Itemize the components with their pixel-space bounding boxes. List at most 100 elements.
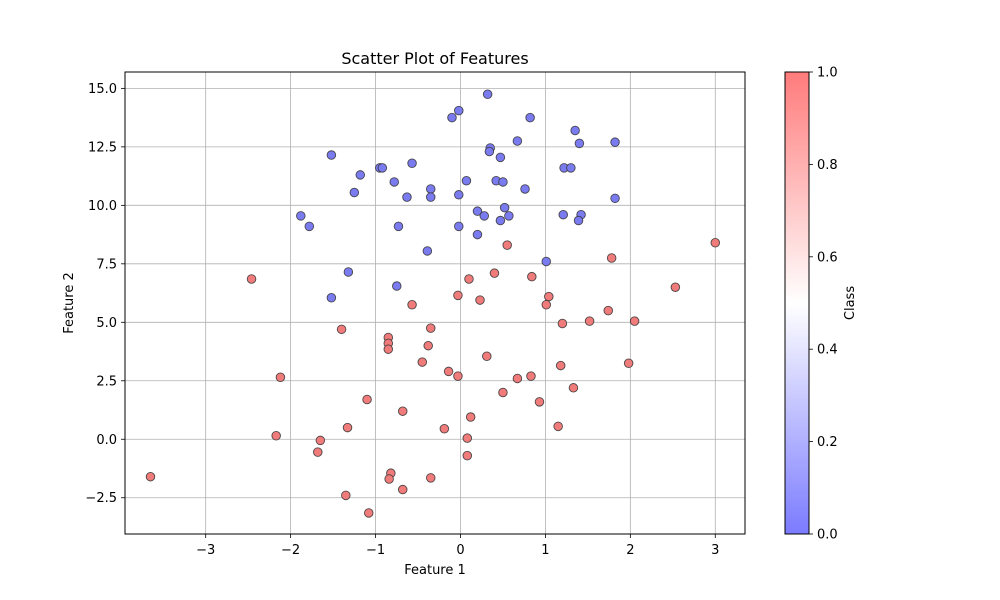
colorbar-tick-label: 0.2 <box>817 435 838 450</box>
scatter-point-class-1 <box>362 394 372 405</box>
scatter-point-class-1 <box>498 387 508 398</box>
scatter-point-class-1 <box>603 305 614 316</box>
x-tick-label: −3 <box>196 543 215 558</box>
scatter-point-class-1 <box>453 371 463 381</box>
scatter-point-class-1 <box>462 433 473 443</box>
scatter-point-class-1 <box>584 316 595 326</box>
scatter-point-class-1 <box>462 450 473 461</box>
scatter-point-class-1 <box>145 471 156 482</box>
x-tick-label: 3 <box>711 543 719 558</box>
scatter-point-class-0 <box>525 112 535 123</box>
scatter-point-class-0 <box>326 292 337 303</box>
scatter-point-class-0 <box>498 177 508 187</box>
y-axis-ticks: −2.5 0.0 2.5 5.0 7.5 10.0 12.5 15.0 <box>85 82 125 506</box>
scatter-point-class-1 <box>426 473 436 483</box>
scatter-point-class-0 <box>402 192 412 202</box>
scatter-point-class-1 <box>313 447 323 457</box>
y-tick-label: 2.5 <box>96 374 117 389</box>
scatter-point-class-1 <box>623 358 634 368</box>
scatter-point-class-1 <box>315 435 326 446</box>
scatter-point-class-1 <box>364 508 374 518</box>
scatter-point-class-0 <box>377 163 388 173</box>
scatter-point-class-0 <box>520 184 530 194</box>
scatter-point-class-1 <box>246 274 257 284</box>
scatter-point-class-0 <box>326 150 337 160</box>
scatter-point-class-1 <box>670 282 681 292</box>
colorbar-tick-label: 0.6 <box>817 250 838 265</box>
scatter-point-class-1 <box>568 383 579 393</box>
scatter-point-class-0 <box>484 146 495 157</box>
scatter-point-class-1 <box>453 290 463 301</box>
scatter-point-class-0 <box>499 202 510 213</box>
x-tick-label: 0 <box>456 543 464 558</box>
scatter-point-class-1 <box>407 300 417 310</box>
scatter-point-class-0 <box>610 193 620 204</box>
y-tick-label: −2.5 <box>85 491 117 506</box>
scatter-point-class-0 <box>392 281 402 291</box>
scatter-point-class-1 <box>423 340 433 351</box>
y-tick-label: 12.5 <box>88 140 117 155</box>
colorbar-tick-label: 0.4 <box>817 343 838 358</box>
scatter-point-class-1 <box>341 490 351 501</box>
scatter-point-class-1 <box>527 271 537 282</box>
scatter-point-class-0 <box>447 112 457 123</box>
scatter-point-class-0 <box>426 192 436 202</box>
data-points <box>145 89 721 518</box>
scatter-point-class-1 <box>606 253 617 263</box>
scatter-point-class-1 <box>526 371 536 381</box>
scatter-point-class-0 <box>349 187 360 198</box>
scatter-point-class-1 <box>544 291 554 302</box>
chart-title: Scatter Plot of Features <box>341 49 528 68</box>
colorbar-tick-label: 1.0 <box>817 66 838 81</box>
scatter-point-class-1 <box>710 238 721 248</box>
y-axis-label: Feature 2 <box>62 272 77 334</box>
scatter-point-class-0 <box>610 137 620 147</box>
scatter-point-class-0 <box>454 105 464 116</box>
scatter-point-class-1 <box>271 431 281 441</box>
scatter-point-class-0 <box>566 163 576 173</box>
x-tick-label: −2 <box>281 543 300 558</box>
scatter-point-class-1 <box>443 366 454 377</box>
scatter-point-class-0 <box>389 177 399 187</box>
scatter-point-class-0 <box>573 215 584 226</box>
plot-frame <box>124 71 746 535</box>
scatter-point-class-0 <box>504 211 514 221</box>
scatter-point-class-1 <box>629 316 640 326</box>
scatter-point-class-1 <box>439 423 450 434</box>
scatter-point-class-1 <box>465 412 476 422</box>
colorbar-tick-label: 0.8 <box>817 158 838 173</box>
scatter-point-class-1 <box>541 300 552 310</box>
scatter-point-class-0 <box>574 138 585 149</box>
scatter-point-class-0 <box>296 211 306 221</box>
scatter-point-class-1 <box>475 295 485 305</box>
colorbar-tick-label: 0.0 <box>817 528 838 543</box>
y-tick-label: 5.0 <box>96 316 117 331</box>
colorbar-label: Class <box>843 286 858 320</box>
scatter-point-class-0 <box>472 229 483 240</box>
scatter-point-class-1 <box>464 274 474 284</box>
scatter-point-class-0 <box>407 158 417 168</box>
x-axis-label: Feature 1 <box>404 563 466 578</box>
scatter-point-class-0 <box>512 136 523 146</box>
scatter-point-class-0 <box>472 206 483 216</box>
grid-lines <box>125 72 745 534</box>
scatter-point-class-1 <box>502 240 512 250</box>
scatter-point-class-1 <box>557 318 568 329</box>
x-tick-label: −1 <box>366 543 385 558</box>
scatter-point-class-1 <box>384 474 394 484</box>
y-tick-label: 7.5 <box>96 257 117 272</box>
scatter-point-class-1 <box>275 372 286 383</box>
y-tick-label: 15.0 <box>88 82 117 97</box>
scatter-point-class-0 <box>426 184 436 194</box>
y-tick-label: 0.0 <box>96 433 117 448</box>
scatter-point-class-1 <box>553 421 563 432</box>
scatter-point-class-0 <box>482 89 493 99</box>
scatter-point-class-1 <box>342 422 353 433</box>
scatter-point-class-0 <box>495 215 506 226</box>
scatter-point-class-1 <box>397 484 408 495</box>
scatter-point-class-1 <box>336 324 347 335</box>
scatter-point-class-0 <box>343 267 354 277</box>
scatter-point-class-0 <box>495 152 506 163</box>
